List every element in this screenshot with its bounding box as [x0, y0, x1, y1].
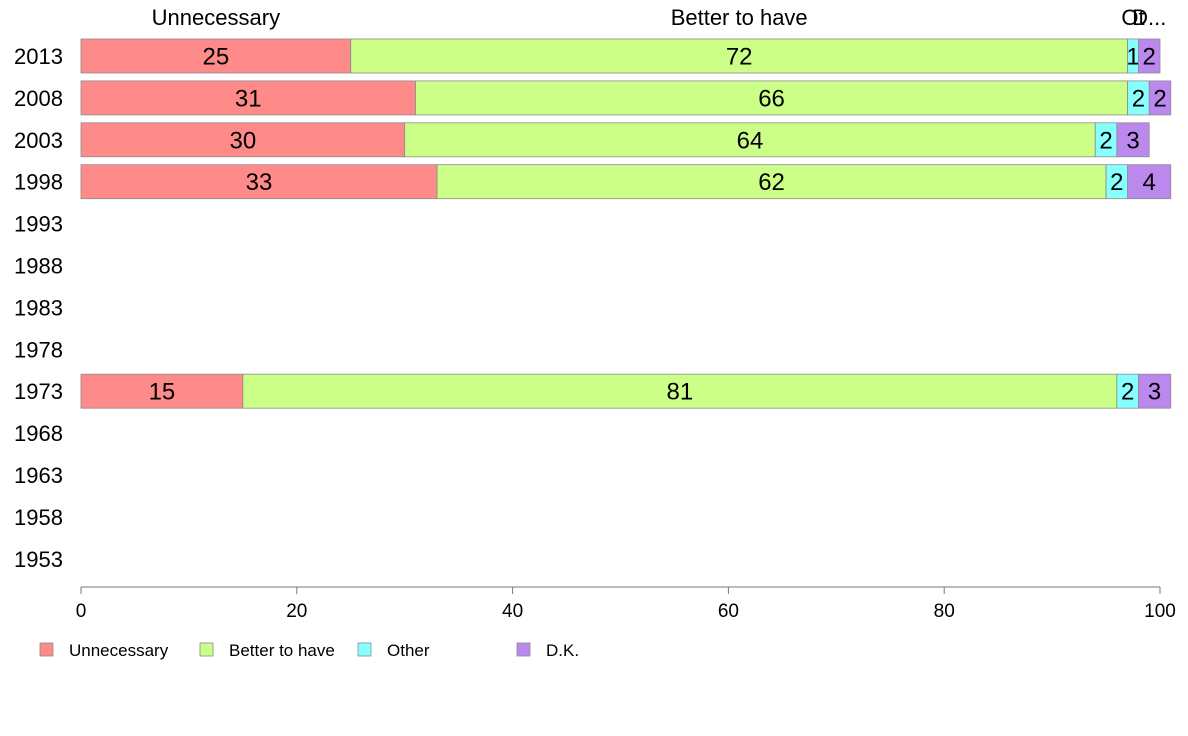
- value-label-other-2003: 2: [1099, 127, 1112, 154]
- y-tick-label-1978: 1978: [14, 337, 63, 362]
- bar-better-to-have-1973: [242, 373, 1118, 409]
- bars: 25 72 1 231 66 2 230 64 2 333 62 2 415 81 2 3: [80, 38, 1172, 409]
- top-label-unnecessary: Unnecessary: [152, 5, 280, 30]
- bar-better-to-have-2003: [404, 122, 1096, 158]
- value-label-other-2013: 1: [1126, 44, 1139, 71]
- value-label-unnecessary-1973: 15: [149, 379, 176, 406]
- legend-label-better-to-have: Better to have: [229, 641, 335, 660]
- bar-d-k-2003: [1116, 122, 1150, 158]
- value-label-unnecessary-2003: 30: [229, 127, 256, 154]
- bar-unnecessary-2008: [80, 80, 416, 116]
- value-label-other-2008: 2: [1132, 85, 1145, 112]
- y-tick-label-2008: 2008: [14, 86, 63, 111]
- y-tick-label-1958: 1958: [14, 505, 63, 530]
- y-tick-label-1963: 1963: [14, 463, 63, 488]
- bar-unnecessary-2003: [80, 122, 406, 158]
- value-label-d-k-2008: 2: [1153, 85, 1166, 112]
- value-label-unnecessary-1998: 33: [246, 169, 273, 196]
- bar-d-k-2013: [1138, 38, 1161, 74]
- value-label-unnecessary-2008: 31: [235, 85, 262, 112]
- value-label-other-1998: 2: [1110, 169, 1123, 196]
- bar-better-to-have-2013: [350, 38, 1129, 74]
- y-tick-label-1998: 1998: [14, 170, 63, 195]
- legend-label-other: Other: [387, 641, 430, 660]
- value-label-better-to-have-1973: 81: [666, 379, 693, 406]
- value-label-d-k-2003: 3: [1126, 127, 1139, 154]
- value-label-better-to-have-2003: 64: [737, 127, 764, 154]
- x-tick-label-0: 0: [76, 601, 87, 622]
- value-label-other-1973: 2: [1121, 379, 1134, 406]
- y-axis: 2013 2008 2003 1998 1993 1988 1983 1978 1973 1968…: [14, 44, 63, 572]
- y-tick-label-1988: 1988: [14, 254, 63, 279]
- legend-swatch-unnecessary: [39, 642, 54, 657]
- bar-better-to-have-1998: [436, 164, 1107, 200]
- legend-label-unnecessary: Unnecessary: [69, 641, 169, 660]
- y-tick-label-1983: 1983: [14, 295, 63, 320]
- bar-unnecessary-1998: [80, 164, 438, 200]
- legend-swatch-other: [357, 642, 372, 657]
- value-label-better-to-have-2013: 72: [726, 44, 753, 71]
- legend: Unnecessary Better to have Other D.K.: [39, 641, 579, 660]
- value-label-d-k-2013: 2: [1143, 44, 1156, 71]
- legend-swatch-better-to-have: [199, 642, 214, 657]
- x-axis: 0 20 40 60 80 100: [76, 586, 1176, 622]
- bar-d-k-1998: [1127, 164, 1172, 200]
- legend-swatch-d-k: [516, 642, 531, 657]
- y-tick-label-1993: 1993: [14, 212, 63, 237]
- x-tick-label-80: 80: [934, 601, 955, 622]
- y-tick-label-2003: 2003: [14, 128, 63, 153]
- top-label-d-k: D...: [1132, 5, 1166, 30]
- top-label-better-to-have: Better to have: [671, 5, 808, 30]
- x-tick-label-40: 40: [502, 601, 523, 622]
- bar-d-k-1973: [1138, 373, 1172, 409]
- value-label-d-k-1973: 3: [1148, 379, 1161, 406]
- value-label-better-to-have-1998: 62: [758, 169, 785, 196]
- value-label-d-k-1998: 4: [1143, 169, 1156, 196]
- value-label-unnecessary-2013: 25: [203, 44, 230, 71]
- legend-label-d-k: D.K.: [546, 641, 579, 660]
- top-labels: Unnecessary Better to have OtD...: [152, 5, 1167, 30]
- x-tick-label-60: 60: [718, 601, 739, 622]
- y-tick-label-1973: 1973: [14, 379, 63, 404]
- value-label-better-to-have-2008: 66: [758, 85, 785, 112]
- x-tick-label-20: 20: [286, 601, 307, 622]
- x-tick-label-100: 100: [1144, 601, 1176, 622]
- y-tick-label-1953: 1953: [14, 547, 63, 572]
- top-label-other: Ot: [1121, 5, 1144, 30]
- bar-d-k-2008: [1148, 80, 1172, 116]
- y-tick-label-1968: 1968: [14, 421, 63, 446]
- bar-unnecessary-1973: [80, 373, 244, 409]
- y-tick-label-2013: 2013: [14, 44, 63, 69]
